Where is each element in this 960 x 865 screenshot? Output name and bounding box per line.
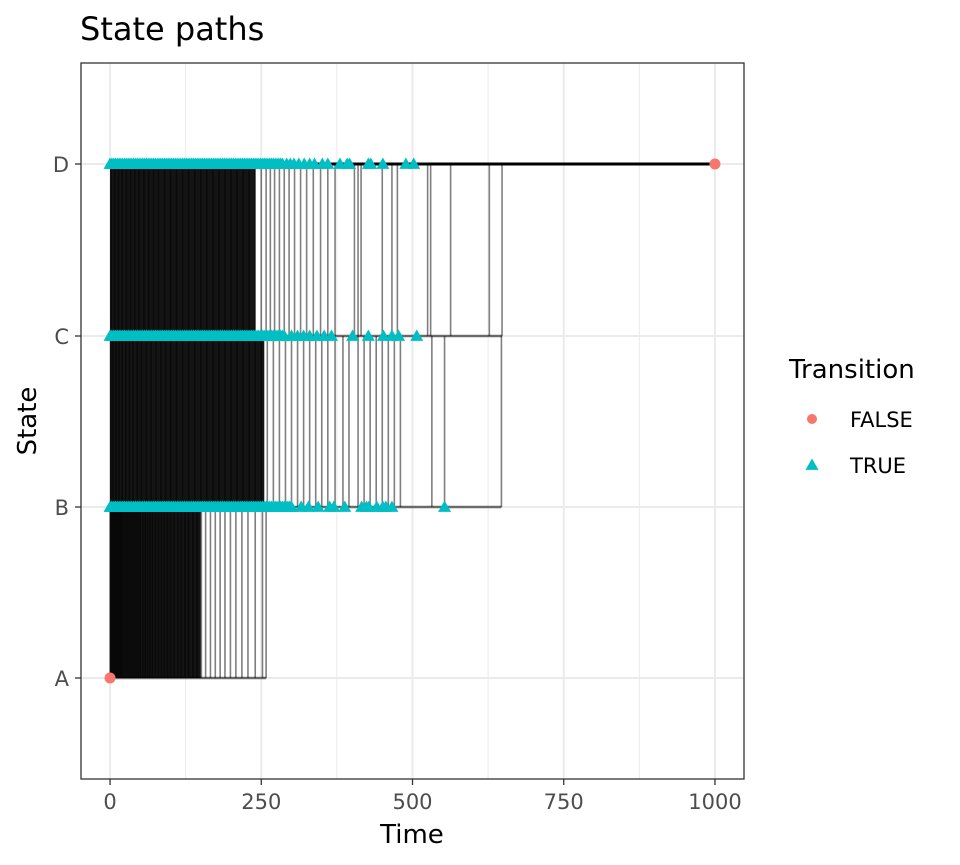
y-tick-label: D <box>53 153 69 177</box>
transition-true-marker <box>327 500 341 512</box>
transition-true-marker <box>376 157 390 169</box>
transition-true-marker <box>407 157 421 169</box>
transition-true-marker <box>321 157 335 169</box>
y-tick-label: B <box>55 496 69 520</box>
x-tick-label: 500 <box>392 790 432 814</box>
x-tick-label: 1000 <box>688 790 741 814</box>
transition-true-marker <box>301 500 315 512</box>
transition-true-marker <box>343 157 357 169</box>
transition-false-marker <box>709 158 721 170</box>
transition-true-marker <box>376 329 390 341</box>
transition-true-marker <box>361 329 375 341</box>
legend-label: FALSE <box>850 408 913 432</box>
legend-label: TRUE <box>849 454 906 478</box>
transition-true-marker <box>346 329 360 341</box>
transition-true-marker <box>392 329 406 341</box>
legend: Transition FALSE TRUE <box>788 355 915 478</box>
transition-true-marker <box>311 500 325 512</box>
x-axis-title: Time <box>379 820 444 850</box>
plot-panel: 0 250 500 750 1000 A B C D <box>53 62 745 814</box>
y-tick-label: C <box>54 325 69 349</box>
transition-true-marker <box>385 500 399 512</box>
y-tick-label: A <box>55 667 70 691</box>
dense-path-block <box>110 336 265 507</box>
x-tick-label: 0 <box>103 790 116 814</box>
transition-true-marker <box>338 500 352 512</box>
legend-key-false <box>807 414 817 424</box>
x-tick-label: 750 <box>544 790 584 814</box>
transition-true-marker <box>285 500 299 512</box>
legend-title: Transition <box>788 355 915 385</box>
transition-true-marker <box>324 329 338 341</box>
transition-false-marker <box>104 672 116 684</box>
chart-title: State paths <box>80 10 264 48</box>
y-axis-title: State <box>13 387 43 456</box>
legend-key-true <box>805 458 819 470</box>
x-tick-label: 250 <box>241 790 281 814</box>
transition-true-marker <box>364 157 378 169</box>
transition-true-marker <box>438 500 452 512</box>
transition-true-marker <box>410 329 424 341</box>
